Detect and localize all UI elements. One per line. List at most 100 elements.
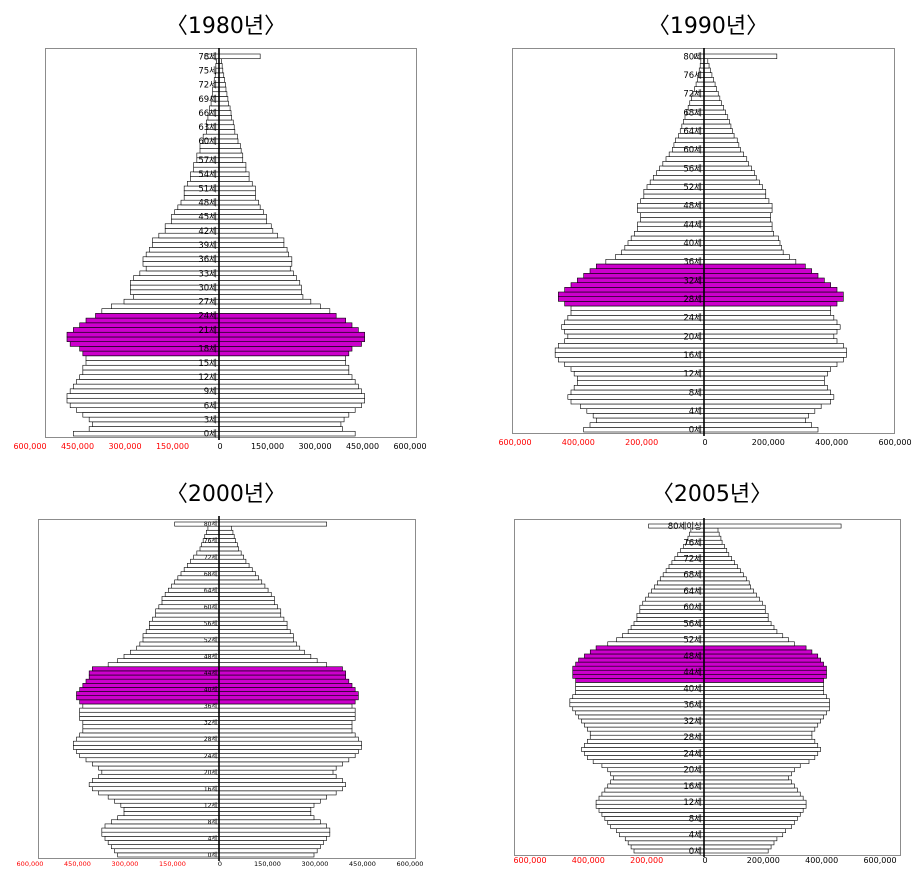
age-label: 60세 bbox=[683, 603, 702, 613]
x-tick-label: 400,000 bbox=[805, 856, 838, 865]
bar-left-age-58 bbox=[637, 613, 704, 617]
bar-right-age-17 bbox=[704, 780, 792, 784]
bar-left-age-50 bbox=[596, 646, 704, 650]
bar-right-age-38 bbox=[704, 695, 827, 699]
bar-right-age-35 bbox=[704, 707, 829, 711]
bar-right-age-28 bbox=[704, 735, 812, 739]
bar-left-age-46 bbox=[576, 662, 704, 666]
bar-right-age-69 bbox=[704, 569, 740, 573]
bar-left-age-2 bbox=[628, 841, 704, 845]
bar-right-age-78 bbox=[704, 532, 719, 536]
bar-right-age-70 bbox=[704, 565, 738, 569]
bar-right-age-51 bbox=[704, 642, 794, 646]
bar-right-age-73 bbox=[704, 552, 729, 556]
bar-right-age-52 bbox=[704, 638, 789, 642]
bar-right-age-34 bbox=[704, 711, 827, 715]
age-label: 0세 bbox=[689, 847, 702, 857]
bar-right-age-27 bbox=[704, 739, 815, 743]
bar-right-age-55 bbox=[704, 626, 774, 630]
bar-right-age-44 bbox=[704, 670, 827, 674]
bar-right-age-56 bbox=[704, 621, 771, 625]
age-label: 4세 bbox=[689, 831, 702, 841]
bar-right-age-7 bbox=[704, 821, 794, 825]
bar-right-age-21 bbox=[704, 764, 800, 768]
bar-right-age-72 bbox=[704, 556, 732, 560]
bar-right-age-57 bbox=[704, 617, 768, 621]
bar-right-age-67 bbox=[704, 577, 746, 581]
bar-right-age-9 bbox=[704, 812, 800, 816]
age-label: 44세 bbox=[683, 668, 702, 678]
bar-left-age-18 bbox=[614, 776, 704, 780]
bar-right-age-65 bbox=[704, 585, 751, 589]
bar-left-age-34 bbox=[576, 711, 704, 715]
bar-right-age-22 bbox=[704, 760, 809, 764]
bar-right-age-33 bbox=[704, 715, 824, 719]
bar-right-age-68 bbox=[704, 573, 743, 577]
age-label: 72세 bbox=[683, 554, 702, 564]
x-tick-label: 400,000 bbox=[572, 856, 605, 865]
age-label: 64세 bbox=[683, 587, 702, 597]
bar-left-age-38 bbox=[573, 695, 704, 699]
bar-right-age-58 bbox=[704, 613, 768, 617]
bar-right-age-25 bbox=[704, 747, 821, 751]
bar-right-age-46 bbox=[704, 662, 824, 666]
bar-left-age-6 bbox=[611, 825, 704, 829]
bar-right-age-49 bbox=[704, 650, 812, 654]
bar-right-age-42 bbox=[704, 678, 824, 682]
age-label: 48세 bbox=[683, 652, 702, 662]
bar-right-age-1 bbox=[704, 845, 771, 849]
age-label: 28세 bbox=[683, 733, 702, 743]
bar-left-age-70 bbox=[669, 565, 704, 569]
bar-right-age-14 bbox=[704, 792, 800, 796]
bar-right-age-50 bbox=[704, 646, 806, 650]
bar-right-age-48 bbox=[704, 654, 818, 658]
age-label: 24세 bbox=[683, 749, 702, 759]
bar-right-age-53 bbox=[704, 634, 783, 638]
age-label: 56세 bbox=[683, 619, 702, 629]
x-tick-label: 200,000 bbox=[747, 856, 780, 865]
age-label: 76세 bbox=[683, 538, 702, 548]
bar-right-age-66 bbox=[704, 581, 749, 585]
bar-right-age-0 bbox=[704, 849, 768, 853]
bar-right-age-74 bbox=[704, 548, 727, 552]
x-tick-label: 0 bbox=[702, 856, 707, 865]
bar-right-age-8 bbox=[704, 816, 797, 820]
bar-right-age-4 bbox=[704, 833, 783, 837]
bar-left-age-14 bbox=[602, 792, 704, 796]
age-label: 40세 bbox=[683, 684, 702, 694]
bar-right-age-64 bbox=[704, 589, 754, 593]
bar-right-age-32 bbox=[704, 719, 821, 723]
bar-right-age-2 bbox=[704, 841, 774, 845]
bar-left-age-78 bbox=[689, 532, 704, 536]
bar-right-age-80 bbox=[704, 524, 841, 528]
bar-right-age-26 bbox=[704, 743, 818, 747]
age-label: 16세 bbox=[683, 782, 702, 792]
bar-right-age-16 bbox=[704, 784, 794, 788]
bar-left-age-42 bbox=[576, 678, 704, 682]
bar-right-age-23 bbox=[704, 756, 815, 760]
bar-left-age-26 bbox=[584, 743, 704, 747]
age-label: 80세이상 bbox=[668, 521, 702, 532]
bar-right-age-77 bbox=[704, 536, 721, 540]
bar-right-age-79 bbox=[704, 528, 718, 532]
bar-left-age-62 bbox=[646, 597, 704, 601]
age-label: 20세 bbox=[683, 766, 702, 776]
age-label: 32세 bbox=[683, 717, 702, 727]
bar-right-age-24 bbox=[704, 751, 818, 755]
bar-right-age-37 bbox=[704, 699, 829, 703]
bar-right-age-62 bbox=[704, 597, 759, 601]
age-label: 8세 bbox=[689, 814, 702, 824]
bar-right-age-36 bbox=[704, 703, 829, 707]
bar-right-age-20 bbox=[704, 768, 794, 772]
bar-right-age-5 bbox=[704, 829, 786, 833]
age-label: 36세 bbox=[683, 701, 702, 711]
bar-right-age-47 bbox=[704, 658, 821, 662]
age-label: 52세 bbox=[683, 636, 702, 646]
bar-left-age-74 bbox=[681, 548, 704, 552]
bar-right-age-11 bbox=[704, 804, 806, 808]
bar-right-age-13 bbox=[704, 796, 803, 800]
bar-right-age-45 bbox=[704, 666, 827, 670]
bar-right-age-54 bbox=[704, 630, 777, 634]
bar-right-age-12 bbox=[704, 800, 806, 804]
